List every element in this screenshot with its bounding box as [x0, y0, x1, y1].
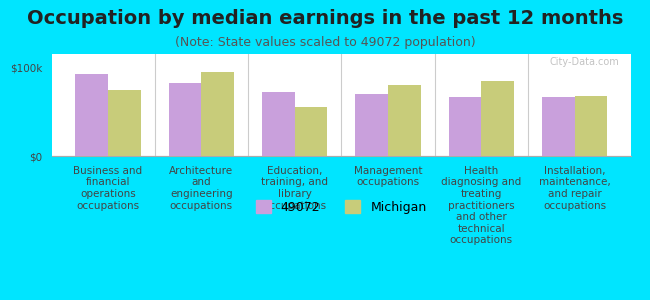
Text: City-Data.com: City-Data.com: [549, 57, 619, 67]
Bar: [75, 74, 108, 156]
Legend: 49072, Michigan: 49072, Michigan: [251, 196, 432, 219]
Text: Occupation by median earnings in the past 12 months: Occupation by median earnings in the pas…: [27, 9, 623, 28]
Bar: [108, 90, 140, 156]
Bar: [168, 83, 202, 156]
Bar: [356, 94, 388, 156]
Bar: [575, 96, 607, 156]
Bar: [481, 81, 514, 156]
Text: (Note: State values scaled to 49072 population): (Note: State values scaled to 49072 popu…: [175, 36, 475, 49]
Bar: [542, 98, 575, 156]
Bar: [262, 92, 294, 156]
Bar: [388, 85, 421, 156]
Bar: [448, 97, 481, 156]
Bar: [294, 107, 327, 156]
Bar: [202, 72, 234, 156]
